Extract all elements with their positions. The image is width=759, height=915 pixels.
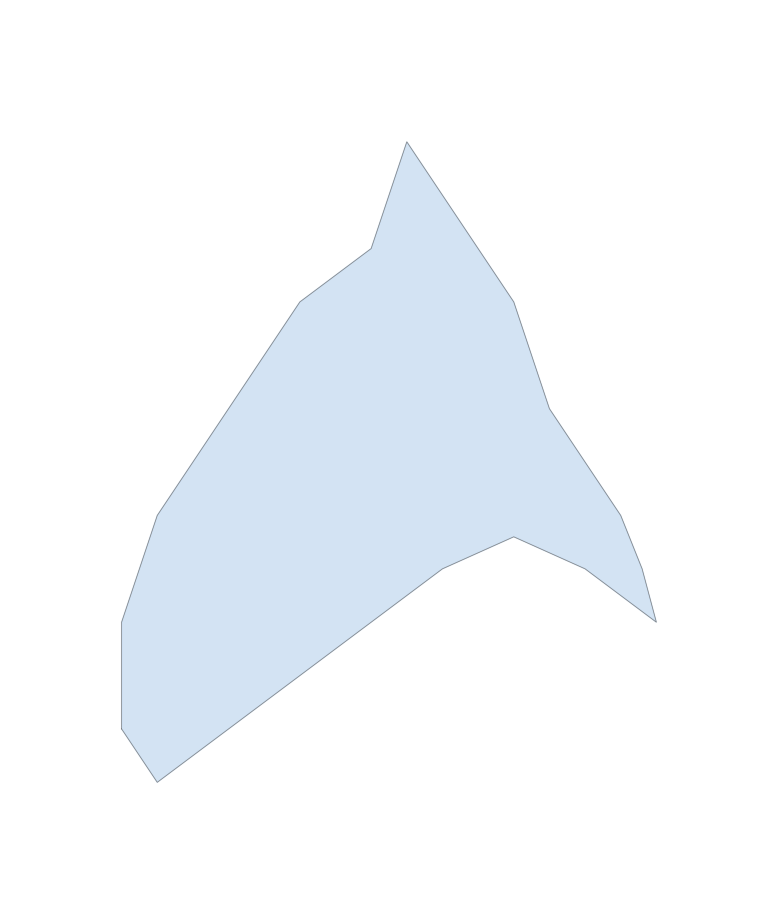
Polygon shape — [121, 142, 657, 782]
